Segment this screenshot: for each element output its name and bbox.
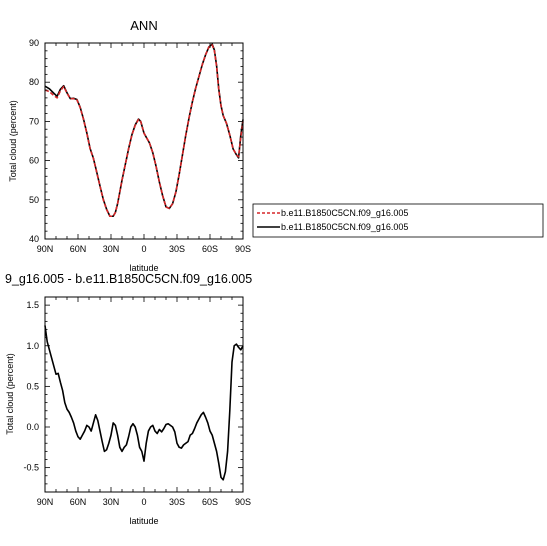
top-ytick-label: 90 <box>29 38 39 48</box>
top-xtick-label: 30N <box>103 244 120 254</box>
top-xlabel: latitude <box>129 263 158 273</box>
top-xtick-label: 0 <box>141 244 146 254</box>
bottom-ytick-label: -0.5 <box>23 463 39 473</box>
top-ytick-label: 60 <box>29 156 39 166</box>
bottom-xlabel: latitude <box>129 516 158 526</box>
bottom-xtick-label: 90N <box>37 497 54 507</box>
top-panel: ANN 90N 60N 30N 0 30S 60S 90S 40 50 60 70 80 90 Tota… <box>8 18 251 273</box>
bottom-ytick-label: 1.0 <box>26 341 39 351</box>
bottom-ylabel: Total cloud (percent) <box>5 353 15 435</box>
top-title: ANN <box>130 18 157 33</box>
bottom-ytick-label: 0.0 <box>26 422 39 432</box>
top-ytick-label: 40 <box>29 234 39 244</box>
bottom-plot-frame <box>44 296 244 493</box>
bottom-xtick-label: 60S <box>202 497 218 507</box>
bottom-panel: 9_g16.005 - b.e11.B1850C5CN.f09_g16.005 … <box>5 272 252 526</box>
top-ylabel: Total cloud (percent) <box>8 100 18 182</box>
top-ytick-label: 80 <box>29 77 39 87</box>
bottom-xtick-label: 90S <box>235 497 251 507</box>
top-series-line-1 <box>44 44 244 218</box>
top-xtick-label: 30S <box>169 244 185 254</box>
bottom-xtick-label: 30N <box>103 497 120 507</box>
top-xtick-label: 60N <box>70 244 87 254</box>
bottom-ytick-label: 0.5 <box>26 381 39 391</box>
legend-label-2: b.e11.B1850C5CN.f09_g16.005 <box>281 222 408 232</box>
top-xtick-label: 90N <box>37 244 54 254</box>
bottom-axis-ticks: 90N 60N 30N 0 30S 60S 90S -0.5 0.0 0.5 1.0 1.5 <box>23 296 251 507</box>
legend: b.e11.B1850C5CN.f09_g16.005 b.e11.B1850C… <box>252 203 544 238</box>
top-xtick-label: 60S <box>202 244 218 254</box>
top-plot-area <box>44 43 244 218</box>
bottom-xtick-label: 60N <box>70 497 87 507</box>
bottom-plot-area <box>44 325 244 481</box>
top-ytick-label: 70 <box>29 116 39 126</box>
bottom-ytick-label: 1.5 <box>26 300 39 310</box>
legend-box <box>252 203 544 238</box>
top-ytick-label: 50 <box>29 195 39 205</box>
bottom-series-line-1 <box>44 325 244 481</box>
top-xtick-label: 90S <box>235 244 251 254</box>
bottom-xtick-label: 30S <box>169 497 185 507</box>
legend-label-1: b.e11.B1850C5CN.f09_g16.005 <box>281 208 408 218</box>
bottom-xtick-label: 0 <box>141 497 146 507</box>
bottom-title: 9_g16.005 - b.e11.B1850C5CN.f09_g16.005 <box>5 272 252 286</box>
top-plot-frame <box>44 42 244 240</box>
top-axis-ticks: 90N 60N 30N 0 30S 60S 90S 40 50 60 70 80 90 <box>29 38 251 254</box>
